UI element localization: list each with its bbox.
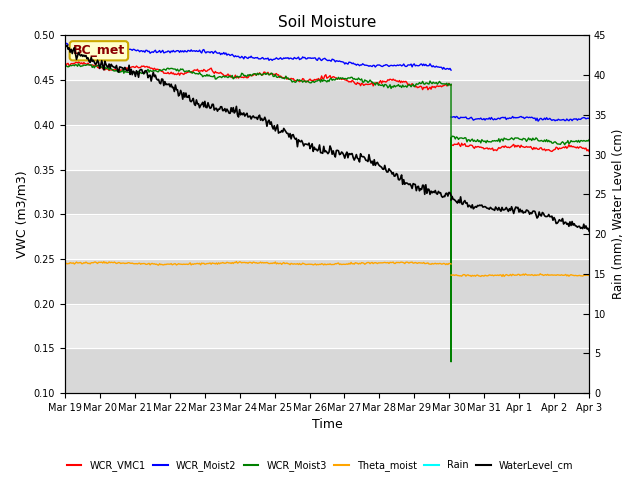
Bar bbox=[65, 348, 589, 393]
Bar bbox=[65, 259, 589, 304]
Y-axis label: Rain (mm), Water Level (cm): Rain (mm), Water Level (cm) bbox=[612, 129, 625, 300]
Bar bbox=[65, 36, 589, 80]
Bar bbox=[65, 125, 589, 169]
Bar bbox=[65, 214, 589, 259]
Bar bbox=[65, 304, 589, 348]
Legend: WCR_VMC1, WCR_Moist2, WCR_Moist3, Theta_moist, Rain, WaterLevel_cm: WCR_VMC1, WCR_Moist2, WCR_Moist3, Theta_… bbox=[63, 456, 577, 475]
Text: BC_met: BC_met bbox=[73, 44, 125, 57]
Bar bbox=[65, 169, 589, 214]
Bar bbox=[65, 80, 589, 125]
Y-axis label: VWC (m3/m3): VWC (m3/m3) bbox=[15, 170, 28, 258]
X-axis label: Time: Time bbox=[312, 419, 342, 432]
Title: Soil Moisture: Soil Moisture bbox=[278, 15, 376, 30]
